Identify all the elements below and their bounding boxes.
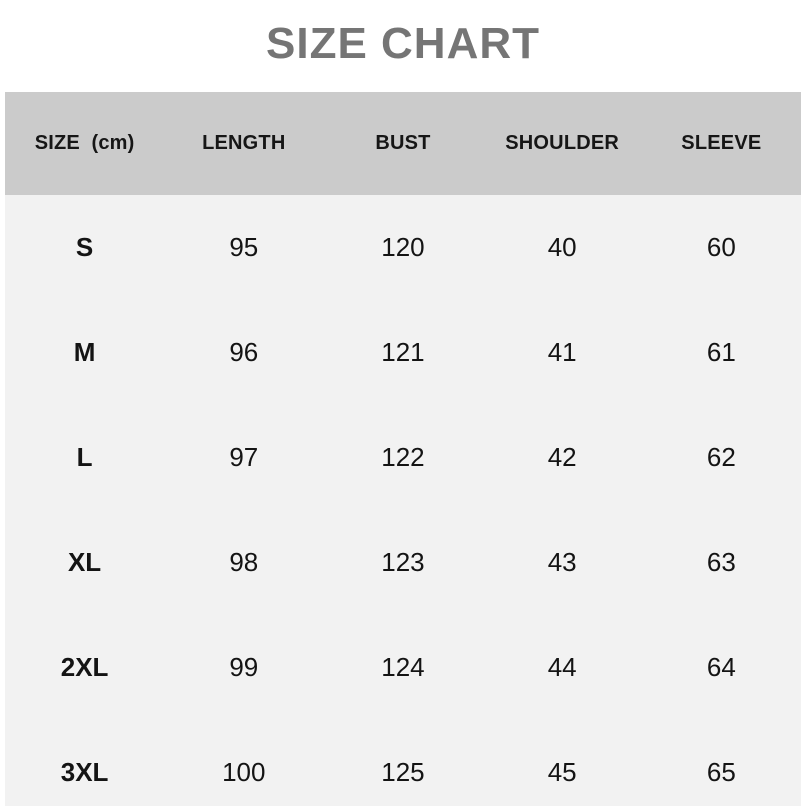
size-cell: S [75, 232, 94, 262]
column-header-bust: BUST [375, 132, 431, 154]
bust-cell: 122 [381, 442, 425, 472]
length-cell: 100 [222, 757, 266, 787]
table-row-s: S 95 120 40 60 [5, 195, 801, 300]
table-row-xl: XL 98 123 43 63 [5, 510, 801, 615]
column-header-sleeve: SLEEVE [681, 132, 762, 154]
sleeve-cell: 65 [706, 757, 736, 787]
bust-cell: 123 [381, 547, 425, 577]
shoulder-cell: 43 [547, 547, 577, 577]
size-table-body: S 95 120 40 60 M 96 121 41 61 L 97 122 4… [5, 195, 801, 806]
table-row-3xl: 3XL 100 125 45 65 [5, 720, 801, 806]
sleeve-cell: 64 [706, 652, 736, 682]
sleeve-cell: 63 [706, 547, 736, 577]
size-cell: XL [67, 547, 102, 577]
bust-cell: 120 [381, 232, 425, 262]
table-row-2xl: 2XL 99 124 44 64 [5, 615, 801, 720]
bust-cell: 124 [381, 652, 425, 682]
bust-cell: 121 [381, 337, 425, 367]
column-header-size: SIZE (cm) [34, 132, 135, 154]
length-cell: 95 [229, 232, 259, 262]
table-row-m: M 96 121 41 61 [5, 300, 801, 405]
table-row-l: L 97 122 42 62 [5, 405, 801, 510]
size-cell: M [73, 337, 96, 367]
sleeve-cell: 62 [706, 442, 736, 472]
length-cell: 97 [229, 442, 259, 472]
length-cell: 99 [229, 652, 259, 682]
column-header-shoulder: SHOULDER [505, 132, 620, 154]
title-band: SIZE CHART [0, 0, 806, 88]
shoulder-cell: 44 [547, 652, 577, 682]
size-cell: 3XL [60, 757, 109, 787]
length-cell: 96 [229, 337, 259, 367]
shoulder-cell: 40 [547, 232, 577, 262]
shoulder-cell: 45 [547, 757, 577, 787]
size-cell: 2XL [60, 652, 109, 682]
sleeve-cell: 60 [706, 232, 736, 262]
sleeve-cell: 61 [706, 337, 736, 367]
column-header-length: LENGTH [202, 132, 286, 154]
length-cell: 98 [229, 547, 259, 577]
shoulder-cell: 42 [547, 442, 577, 472]
table-header-row: SIZE (cm) LENGTH BUST SHOULDER SLEEVE [5, 92, 801, 195]
bust-cell: 125 [381, 757, 425, 787]
shoulder-cell: 41 [547, 337, 577, 367]
size-cell: L [76, 442, 93, 472]
page-title: SIZE CHART [266, 19, 540, 68]
